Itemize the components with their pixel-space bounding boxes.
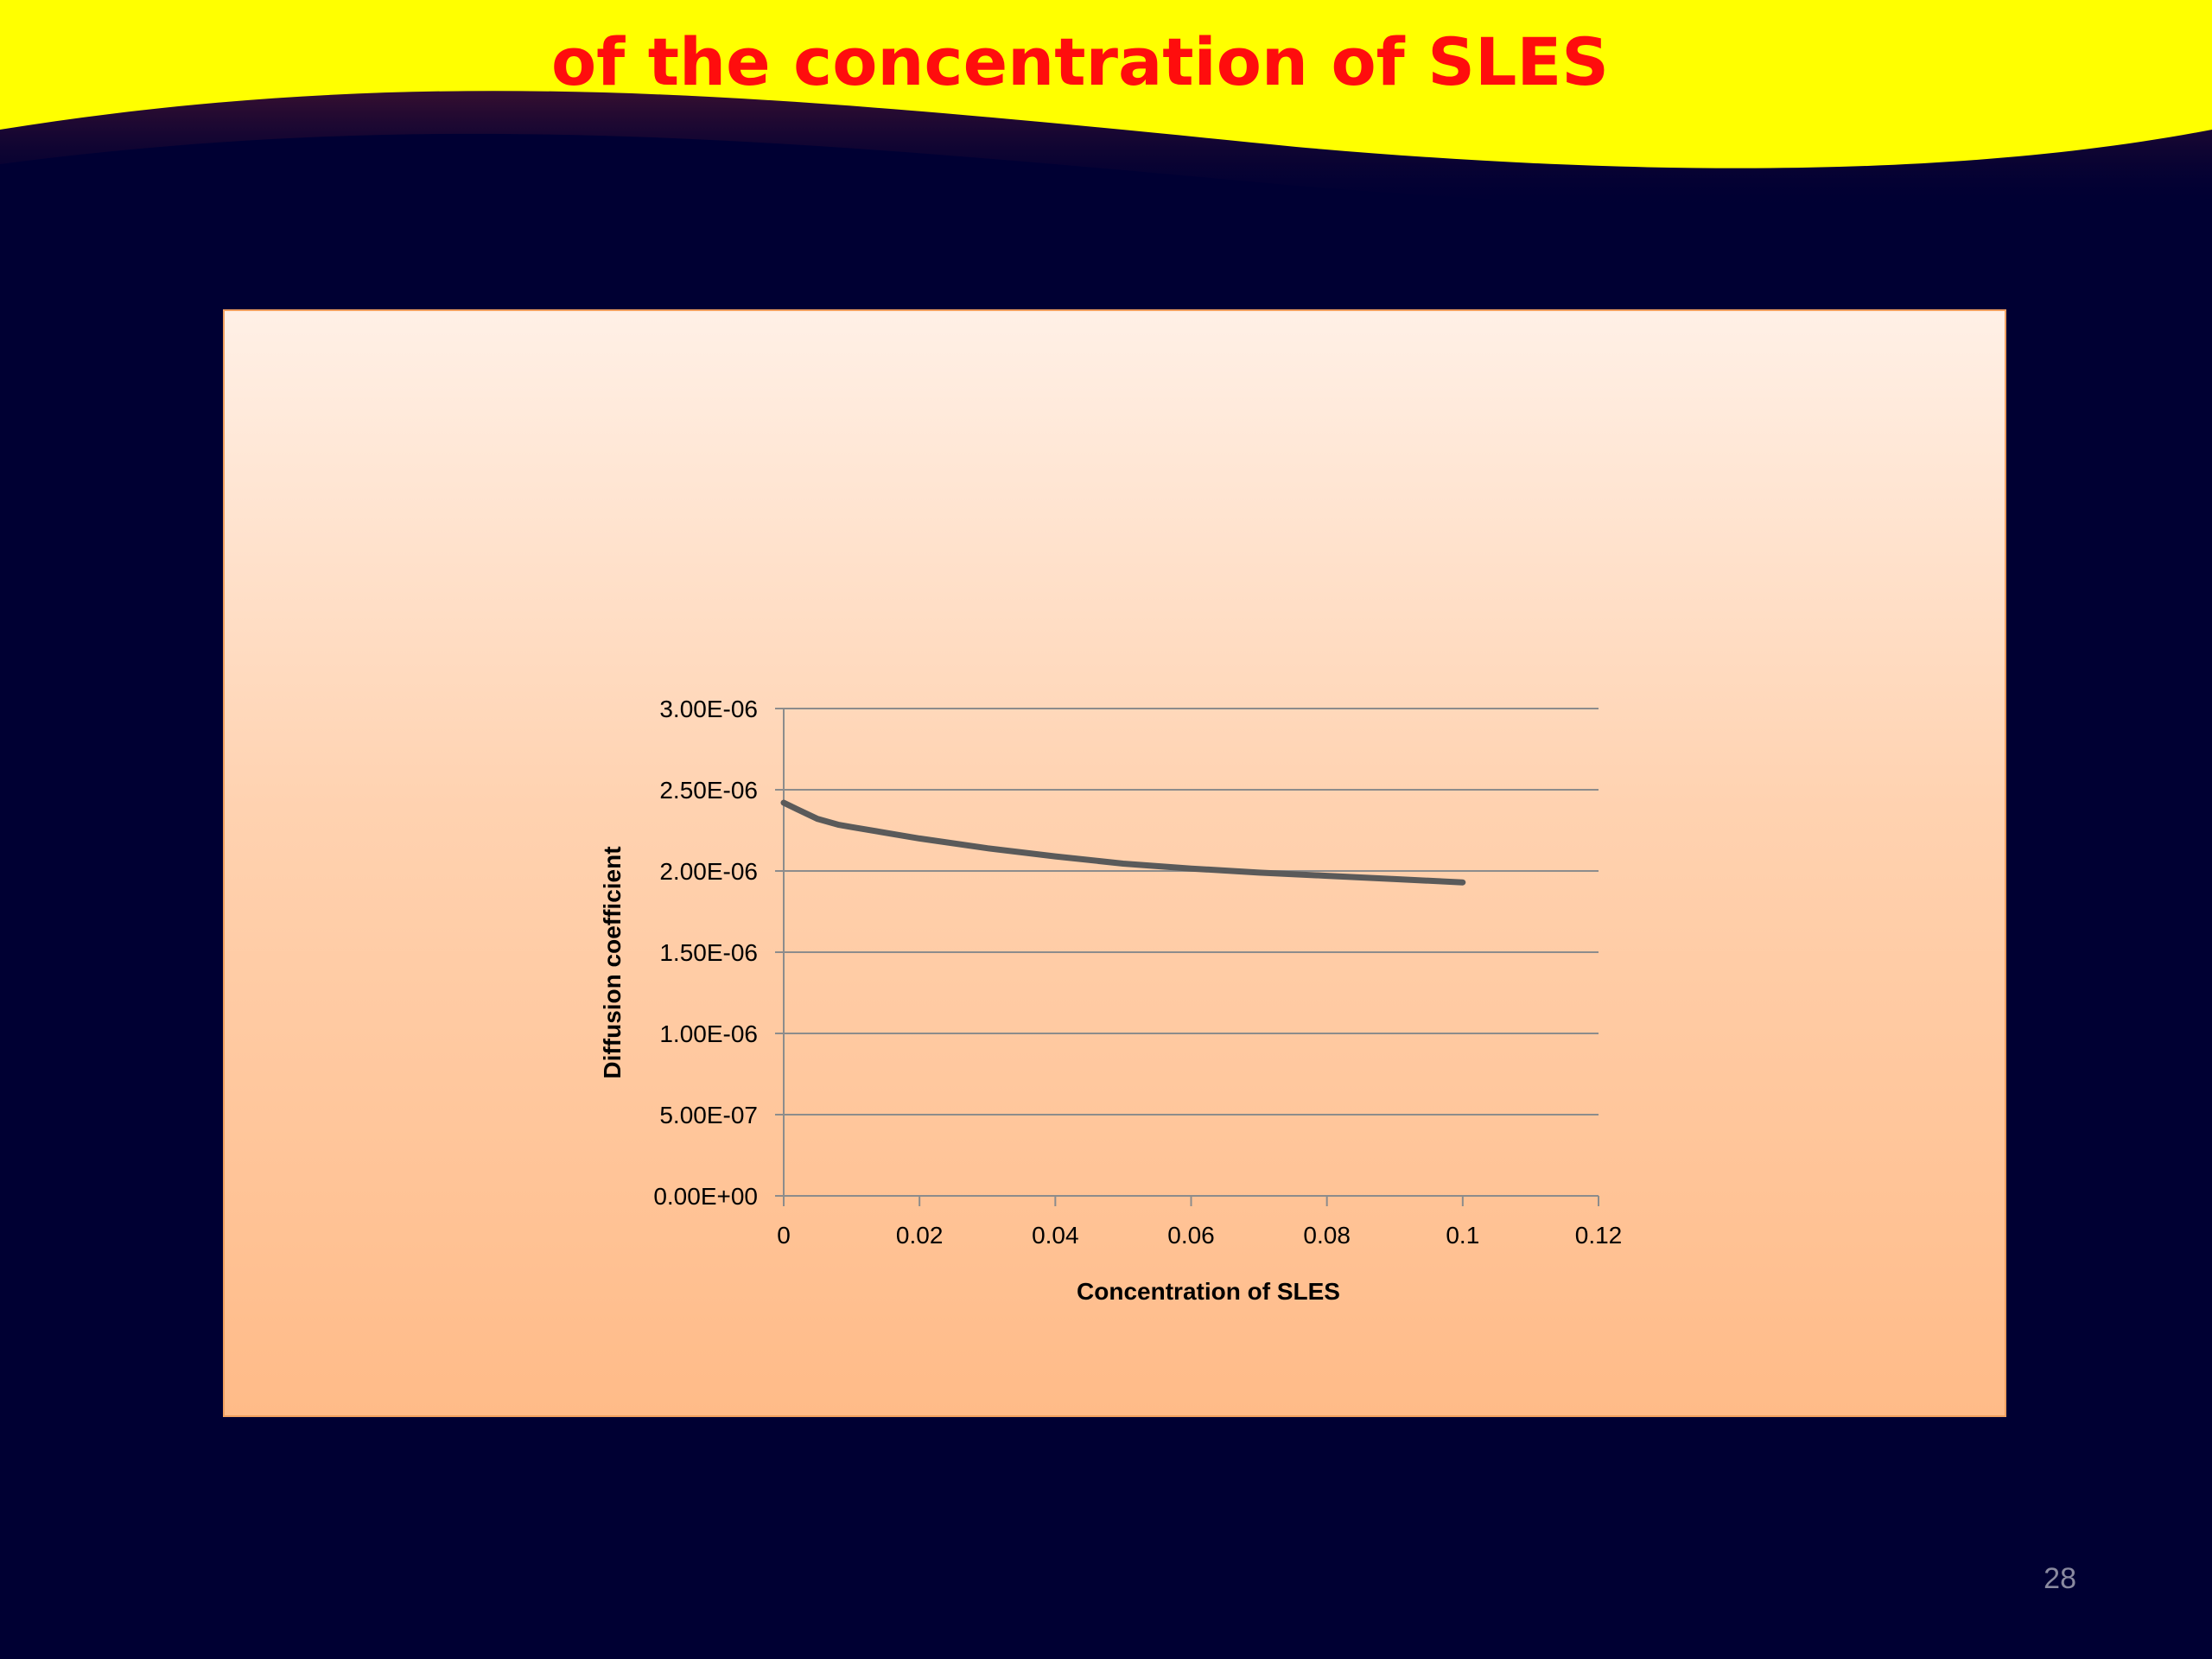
series-line [780,799,1466,886]
y-tick-label: 1.00E-06 [659,1020,758,1047]
y-tick-label: 3.00E-06 [659,696,758,722]
x-tick-label: 0.02 [896,1222,944,1249]
page-number: 28 [2044,1562,2076,1595]
x-tick-label: 0.1 [1446,1222,1479,1249]
header-band [0,0,2212,207]
x-tick-label: 0.12 [1575,1222,1623,1249]
y-tick-label: 5.00E-07 [659,1102,758,1128]
chart-panel: 0.00E+00 5.00E-07 1.00E-06 1.50E-06 2.00E-06… [223,309,2006,1417]
y-tick-label: 1.50E-06 [659,939,758,966]
chart: 0.00E+00 5.00E-07 1.00E-06 1.50E-06 2.00E-06… [599,696,1623,1305]
x-tick-label: 0.06 [1167,1222,1215,1249]
y-tick-label: 2.50E-06 [659,777,758,804]
x-tick-label: 0.04 [1032,1222,1079,1249]
y-tick-label: 0.00E+00 [653,1183,758,1210]
slide-title: of the concentration of SLES [550,23,1610,100]
x-tick-label: 0 [777,1222,791,1249]
x-axis-label: Concentration of SLES [1077,1278,1340,1305]
y-axis-label: Diffusion coefficient [599,846,626,1078]
x-tick-label: 0.08 [1303,1222,1351,1249]
y-tick-label: 2.00E-06 [659,858,758,885]
